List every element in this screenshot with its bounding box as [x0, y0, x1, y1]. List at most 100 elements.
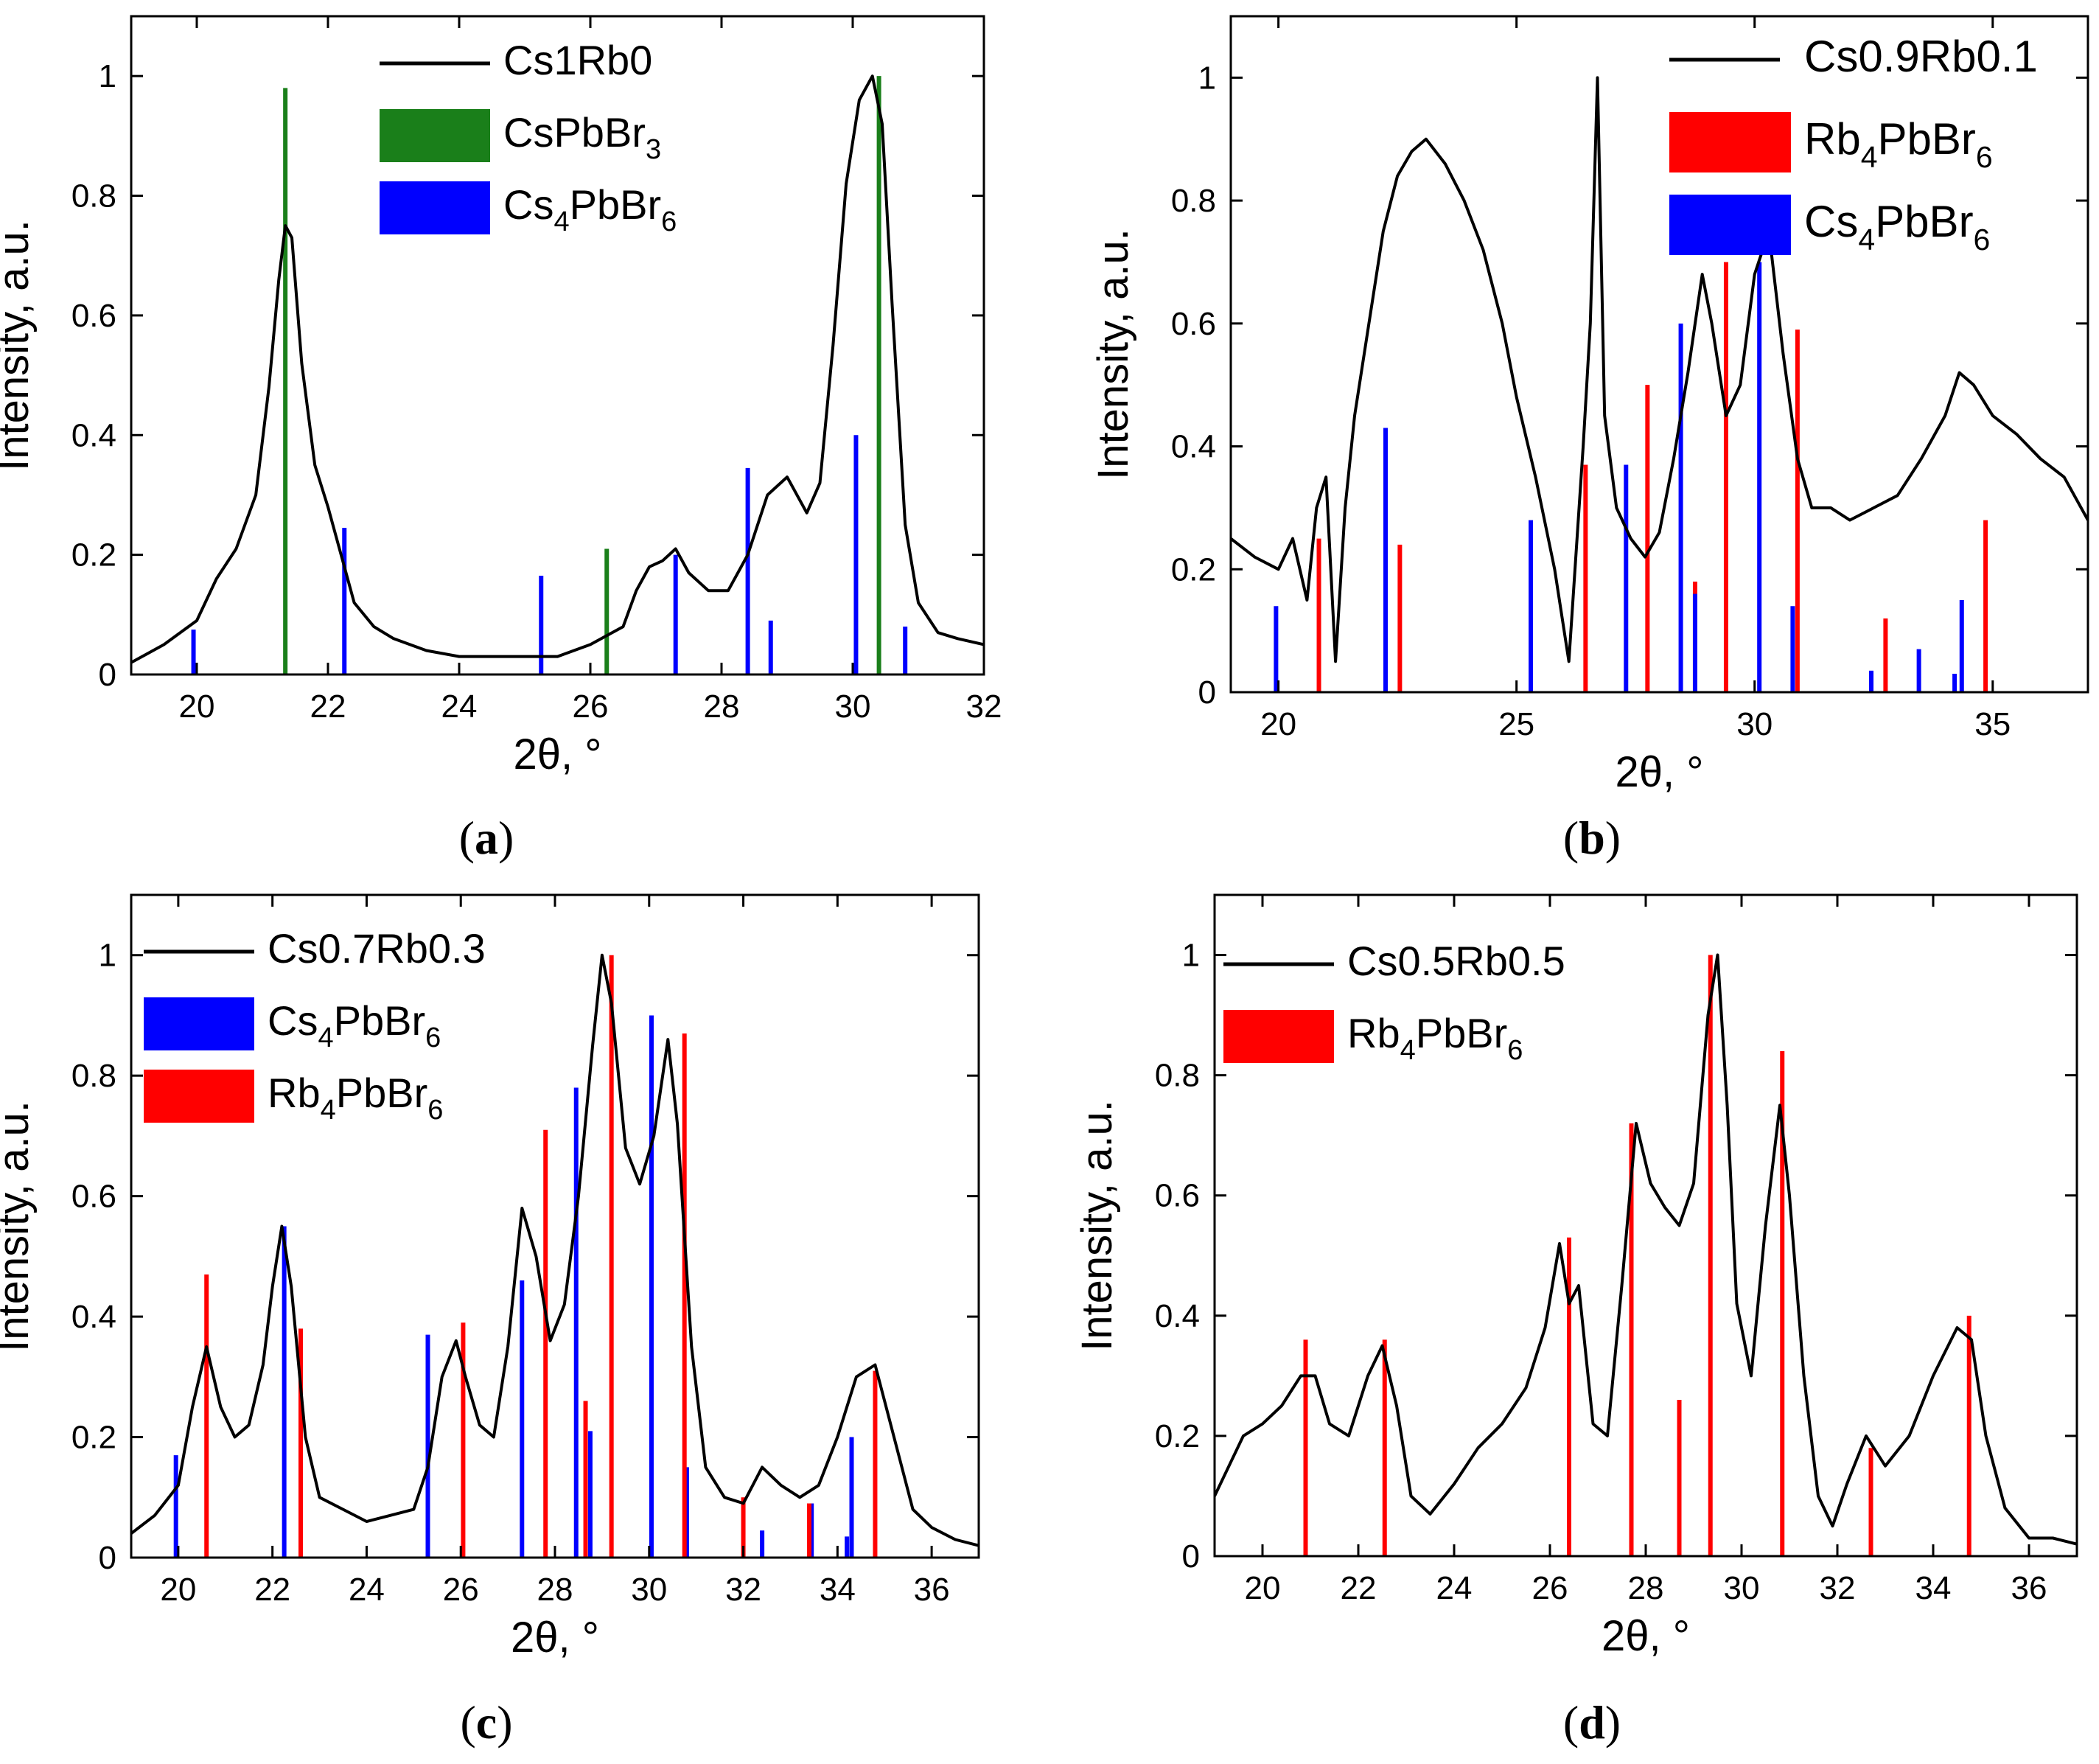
- y-tick-label: 0: [1182, 1538, 1200, 1575]
- plot-frame: [130, 15, 985, 676]
- reference-Cs4PbBr6: [191, 435, 908, 674]
- y-tick-label: 0.2: [71, 537, 116, 574]
- y-tick-label: 1: [99, 938, 116, 974]
- legend-swatch-box: [380, 181, 490, 234]
- series-line-Cs1Rb0: [131, 74, 984, 664]
- y-axis-label: Intensity, a.u.: [0, 220, 38, 471]
- y-tick-label: 0: [1198, 674, 1216, 711]
- x-tick-label: 30: [1736, 706, 1773, 742]
- legend-label: Cs4PbBr6: [268, 997, 441, 1053]
- x-axis-label: 2θ, °: [1602, 1612, 1690, 1660]
- legend-label: Cs0.9Rb0.1: [1804, 32, 2038, 81]
- legend-label: Cs4PbBr6: [503, 181, 677, 237]
- y-tick-label: 0.8: [71, 1058, 116, 1094]
- panel-label-c: (c): [460, 1696, 513, 1749]
- legend-label: Cs0.5Rb0.5: [1347, 938, 1565, 984]
- y-tick-label: 1: [1198, 60, 1216, 96]
- x-tick-label: 32: [1820, 1570, 1856, 1606]
- panel-label-a: (a): [458, 812, 514, 864]
- x-tick-label: 30: [631, 1572, 667, 1608]
- reference-Cs4PbBr6: [1274, 262, 1964, 692]
- legend-label: Rb4PbBr6: [1804, 114, 1993, 174]
- x-tick-label: 28: [537, 1572, 573, 1608]
- x-tick-label: 25: [1498, 706, 1534, 742]
- x-tick-label: 20: [160, 1572, 196, 1608]
- panel-label-b: (b): [1562, 812, 1621, 864]
- y-tick-label: 0.2: [1155, 1418, 1200, 1454]
- x-tick-label: 20: [1260, 706, 1296, 742]
- y-axis-label: Intensity, a.u.: [1073, 1100, 1121, 1351]
- chart-panel-b: 20 25 30 35 0 0.2 0.4 0.6 0.8 1 2θ, ° Intensity, a.…: [1089, 15, 2089, 796]
- x-tick-label: 26: [1532, 1570, 1568, 1606]
- y-axis-label: Intensity, a.u.: [0, 1101, 38, 1352]
- legend-swatch-box: [1669, 195, 1791, 255]
- x-tick-label: 28: [1628, 1570, 1664, 1606]
- legend-label: Cs1Rb0: [503, 37, 652, 83]
- x-tick-label: 20: [1245, 1570, 1281, 1606]
- y-tick-label: 0.4: [71, 417, 116, 453]
- chart-panel-a: 20 22 24 26 28 30 32 0 0.2 0.4 0.6 0.8 1 2θ, ° Intensi…: [0, 15, 1002, 778]
- x-tick-label: 30: [1724, 1570, 1760, 1606]
- legend-swatch-box: [144, 997, 254, 1050]
- y-tick-label: 0: [99, 657, 116, 693]
- y-tick-label: 0.6: [71, 1179, 116, 1215]
- legend-swatch-box: [1669, 112, 1791, 172]
- chart-panel-d: 20 22 24 26 28 30 32 34 36 0 0.2 0.4 0.6 0.8 1 2θ, ° Int…: [1073, 893, 2078, 1660]
- y-tick-label: 0.8: [1171, 183, 1216, 219]
- x-tick-label: 22: [1341, 1570, 1377, 1606]
- y-tick-label: 0.4: [1155, 1298, 1200, 1334]
- x-tick-label: 22: [310, 688, 346, 725]
- y-tick-label: 0.4: [1171, 429, 1216, 465]
- y-tick-label: 0.8: [71, 178, 116, 215]
- x-tick-label: 26: [573, 688, 609, 725]
- y-tick-label: 1: [99, 58, 116, 94]
- y-tick-label: 0.6: [71, 298, 116, 334]
- x-tick-label: 22: [254, 1572, 290, 1608]
- legend-label: Cs0.7Rb0.3: [268, 925, 486, 972]
- panel-label-d: (d): [1562, 1696, 1621, 1749]
- x-tick-label: 36: [2011, 1570, 2047, 1606]
- legend-label: Rb4PbBr6: [1347, 1010, 1523, 1066]
- legend: Cs0.5Rb0.5 Rb4PbBr6: [1223, 938, 1565, 1066]
- x-tick-label: 34: [820, 1572, 856, 1608]
- y-tick-label: 0.8: [1155, 1058, 1200, 1094]
- x-axis-label: 2θ, °: [511, 1614, 599, 1662]
- legend-swatch-box: [144, 1070, 254, 1123]
- legend-label: CsPbBr3: [503, 109, 661, 165]
- series-line-Cs0.9Rb0.1: [1231, 76, 2088, 663]
- x-tick-label: 36: [914, 1572, 950, 1608]
- plot-frame: [1213, 893, 2078, 1558]
- reference-Rb4PbBr6: [204, 955, 878, 1558]
- x-tick-label: 28: [704, 688, 740, 725]
- x-tick-label: 26: [443, 1572, 479, 1608]
- legend: Cs1Rb0 CsPbBr3 Cs4PbBr6: [380, 37, 677, 237]
- legend: Cs0.9Rb0.1 Rb4PbBr6 Cs4PbBr6: [1669, 32, 2038, 257]
- chart-panel-c: 20 22 24 26 28 30 32 34 36 0 0.2 0.4 0.6 0.8 1 2θ, ° Int…: [0, 893, 980, 1662]
- x-tick-label: 24: [349, 1572, 385, 1608]
- x-tick-label: 24: [441, 688, 478, 725]
- y-tick-label: 0.6: [1155, 1178, 1200, 1214]
- y-tick-label: 0.2: [1171, 551, 1216, 588]
- x-tick-label: 30: [835, 688, 871, 725]
- y-tick-label: 0.6: [1171, 306, 1216, 342]
- legend-swatch-box: [1223, 1010, 1334, 1063]
- x-tick-label: 32: [725, 1572, 761, 1608]
- series-line-Cs0.7Rb0.3: [131, 953, 979, 1547]
- x-tick-label: 24: [1436, 1570, 1473, 1606]
- y-tick-label: 0.2: [71, 1420, 116, 1456]
- reference-Rb4PbBr6: [1316, 262, 1988, 692]
- reference-CsPbBr3: [283, 76, 881, 674]
- x-axis-label: 2θ, °: [514, 731, 602, 778]
- reference-Cs4PbBr6: [173, 1015, 854, 1558]
- x-tick-label: 32: [966, 688, 1002, 725]
- y-tick-label: 0: [99, 1540, 116, 1576]
- x-axis-label: 2θ, °: [1616, 748, 1704, 796]
- legend-label: Rb4PbBr6: [268, 1070, 443, 1126]
- legend: Cs0.7Rb0.3 Cs4PbBr6 Rb4PbBr6: [144, 925, 486, 1126]
- x-tick-label: 34: [1915, 1570, 1952, 1606]
- y-tick-label: 0.4: [71, 1299, 116, 1335]
- plot-frame: [1229, 15, 2089, 694]
- x-tick-label: 35: [1974, 706, 2011, 742]
- y-axis-label: Intensity, a.u.: [1089, 229, 1137, 480]
